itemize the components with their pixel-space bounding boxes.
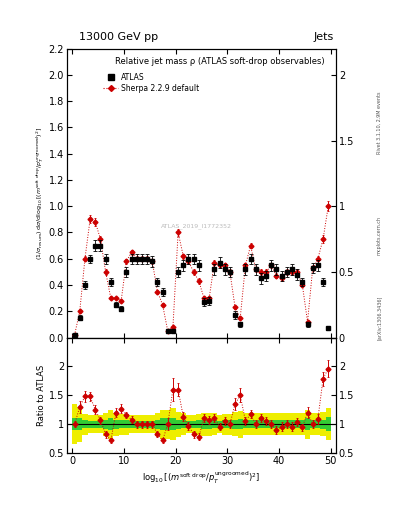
Legend: ATLAS, Sherpa 2.2.9 default: ATLAS, Sherpa 2.2.9 default (103, 73, 200, 93)
Text: 13000 GeV pp: 13000 GeV pp (79, 32, 158, 42)
X-axis label: $\log_{10}[(m^{\rm soft\ drop}/p_T^{\rm ungroomed})^2]$: $\log_{10}[(m^{\rm soft\ drop}/p_T^{\rm … (142, 470, 261, 486)
Text: Jets: Jets (314, 32, 334, 42)
Y-axis label: Ratio to ATLAS: Ratio to ATLAS (37, 365, 46, 426)
Text: Rivet 3.1.10, 2.9M events: Rivet 3.1.10, 2.9M events (377, 92, 382, 154)
Text: mcplots.cern.ch: mcplots.cern.ch (377, 216, 382, 255)
Text: Relative jet mass ρ (ATLAS soft-drop observables): Relative jet mass ρ (ATLAS soft-drop obs… (115, 57, 325, 67)
Y-axis label: $(1/\sigma_{\rm resum})\ \mathrm{d}\sigma/\mathrm{d}\log_{10}[(m^{\rm soft\ drop: $(1/\sigma_{\rm resum})\ \mathrm{d}\sigm… (34, 126, 46, 260)
Text: ATLAS_2019_I1772352: ATLAS_2019_I1772352 (161, 224, 232, 229)
Text: [arXiv:1306.3436]: [arXiv:1306.3436] (377, 295, 382, 339)
